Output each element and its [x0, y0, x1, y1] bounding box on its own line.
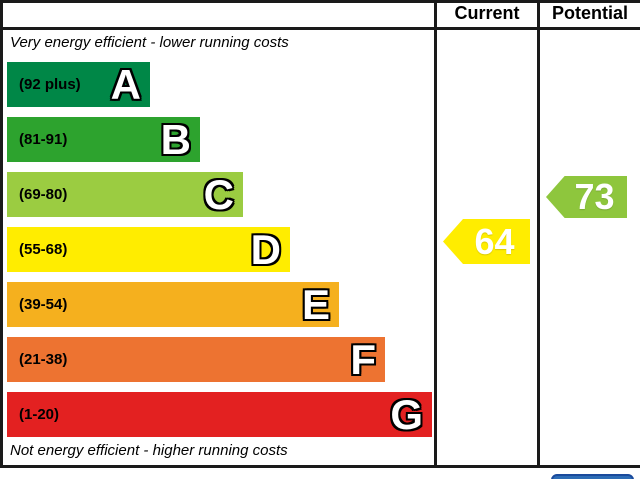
- band-bar-a: (92 plus) A: [7, 62, 150, 107]
- band-row-g: (1-20) G: [7, 392, 434, 437]
- band-range-label: (81-91): [19, 131, 68, 148]
- band-letter: E: [301, 281, 330, 328]
- eu-directive-box-fragment: [551, 474, 634, 479]
- band-range-label: (21-38): [19, 351, 68, 368]
- current-marker-arrow: 64: [443, 219, 530, 264]
- potential-marker-arrow: 73: [546, 176, 627, 218]
- band-bar-f: (21-38) F: [7, 337, 385, 382]
- band-range-label: (39-54): [19, 296, 68, 313]
- band-range-label: (69-80): [19, 186, 68, 203]
- band-row-a: (92 plus) A: [7, 62, 434, 107]
- band-bar-c: (69-80) C: [7, 172, 243, 217]
- bottom-caption: Not energy efficient - higher running co…: [10, 442, 288, 459]
- band-row-c: (69-80) C: [7, 172, 434, 217]
- band-range-label: (92 plus): [19, 76, 81, 93]
- band-bar-g: (1-20) G: [7, 392, 432, 437]
- band-letter: A: [110, 61, 141, 108]
- band-row-e: (39-54) E: [7, 282, 434, 327]
- table-top-border: [0, 0, 640, 3]
- table-left-border: [0, 0, 3, 468]
- band-row-d: (55-68) D: [7, 227, 434, 272]
- header-divider-line: [0, 27, 640, 30]
- bands: (92 plus) A (81-91) B (69-80) C (55-68) D (39-54…: [7, 62, 434, 447]
- band-letter: C: [203, 171, 234, 218]
- current-rating-value: 64: [474, 220, 515, 262]
- top-caption: Very energy efficient - lower running co…: [10, 34, 289, 51]
- band-letter: D: [250, 226, 281, 273]
- band-letter: G: [390, 391, 423, 438]
- band-row-b: (81-91) B: [7, 117, 434, 162]
- band-letter: F: [350, 336, 376, 383]
- band-range-label: (1-20): [19, 406, 60, 423]
- potential-column-header: Potential: [551, 3, 628, 23]
- band-bar-d: (55-68) D: [7, 227, 290, 272]
- band-letter: B: [160, 116, 191, 163]
- band-bar-e: (39-54) E: [7, 282, 339, 327]
- band-bar-b: (81-91) B: [7, 117, 200, 162]
- table-bottom-border: [0, 465, 640, 468]
- band-row-f: (21-38) F: [7, 337, 434, 382]
- current-column-header: Current: [454, 3, 520, 23]
- current-column-divider: [434, 0, 437, 468]
- potential-column-divider: [537, 0, 540, 468]
- potential-rating-value: 73: [574, 176, 615, 217]
- band-range-label: (55-68): [19, 241, 68, 258]
